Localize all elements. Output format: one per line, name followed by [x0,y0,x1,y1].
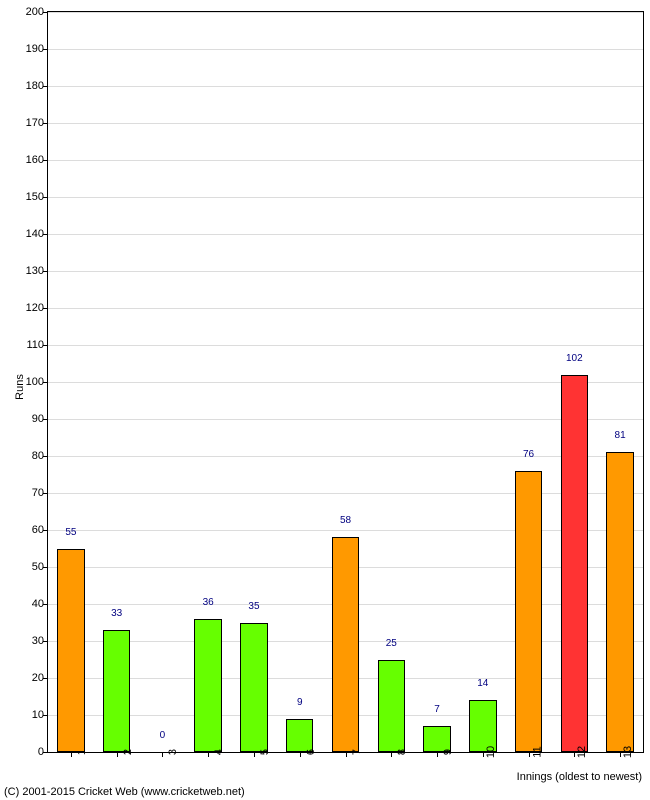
x-tick-label: 7 [342,749,362,755]
bar [194,619,221,752]
bar-value-label: 36 [203,597,214,608]
y-tick-label: 200 [26,6,48,18]
y-tick-label: 160 [26,154,48,166]
x-tick-label: 4 [205,749,225,755]
bar-value-label: 9 [297,697,303,708]
bar-value-label: 81 [615,430,626,441]
bar-value-label: 35 [248,601,259,612]
y-tick-label: 60 [32,524,48,536]
y-tick-label: 80 [32,450,48,462]
gridline [48,530,643,531]
bar [606,452,633,752]
x-tick-label: 3 [159,749,179,755]
gridline [48,123,643,124]
bar-value-label: 25 [386,638,397,649]
bar [57,549,84,753]
y-tick-label: 150 [26,191,48,203]
bar [469,700,496,752]
bar [378,660,405,753]
y-tick-label: 140 [26,228,48,240]
bar-value-label: 102 [566,353,583,364]
y-tick-label: 30 [32,635,48,647]
y-tick-label: 50 [32,561,48,573]
gridline [48,86,643,87]
bar-value-label: 58 [340,515,351,526]
x-tick-label: 9 [434,749,454,755]
gridline [48,308,643,309]
y-axis-title: Runs [14,374,26,400]
bar [332,537,359,752]
y-tick-label: 70 [32,487,48,499]
gridline [48,271,643,272]
y-tick-label: 40 [32,598,48,610]
x-tick-label: 13 [614,746,634,758]
gridline [48,49,643,50]
gridline [48,456,643,457]
gridline [48,12,643,13]
gridline [48,234,643,235]
gridline [48,345,643,346]
bar [240,623,267,753]
y-tick-label: 120 [26,302,48,314]
y-tick-label: 180 [26,80,48,92]
bar-value-label: 14 [477,678,488,689]
bar-value-label: 33 [111,608,122,619]
y-tick-label: 100 [26,376,48,388]
y-tick-label: 20 [32,672,48,684]
y-tick-label: 90 [32,413,48,425]
bar [103,630,130,752]
x-tick-label: 8 [388,749,408,755]
x-axis-title: Innings (oldest to newest) [517,771,642,783]
x-tick-label: 5 [251,749,271,755]
gridline [48,382,643,383]
gridline [48,197,643,198]
bar-value-label: 55 [65,527,76,538]
plot-area: 0102030405060708090100110120130140150160… [47,11,644,753]
bar-value-label: 7 [434,704,440,715]
x-tick-label: 2 [114,749,134,755]
gridline [48,160,643,161]
x-tick-label: 6 [297,749,317,755]
y-tick-label: 190 [26,43,48,55]
y-tick-label: 170 [26,117,48,129]
y-tick-label: 0 [38,746,48,758]
x-tick-label: 11 [523,746,543,757]
bar-value-label: 76 [523,449,534,460]
x-tick-label: 1 [68,749,88,755]
gridline [48,493,643,494]
chart-container: 0102030405060708090100110120130140150160… [0,0,650,800]
bar [286,719,313,752]
gridline [48,419,643,420]
y-tick-label: 130 [26,265,48,277]
x-tick-label: 10 [477,746,497,758]
bar [515,471,542,752]
y-tick-label: 10 [32,709,48,721]
x-tick-label: 12 [568,746,588,758]
bar [561,375,588,752]
bar-value-label: 0 [160,730,166,741]
footer-copyright: (C) 2001-2015 Cricket Web (www.cricketwe… [4,786,245,798]
y-tick-label: 110 [26,339,48,351]
